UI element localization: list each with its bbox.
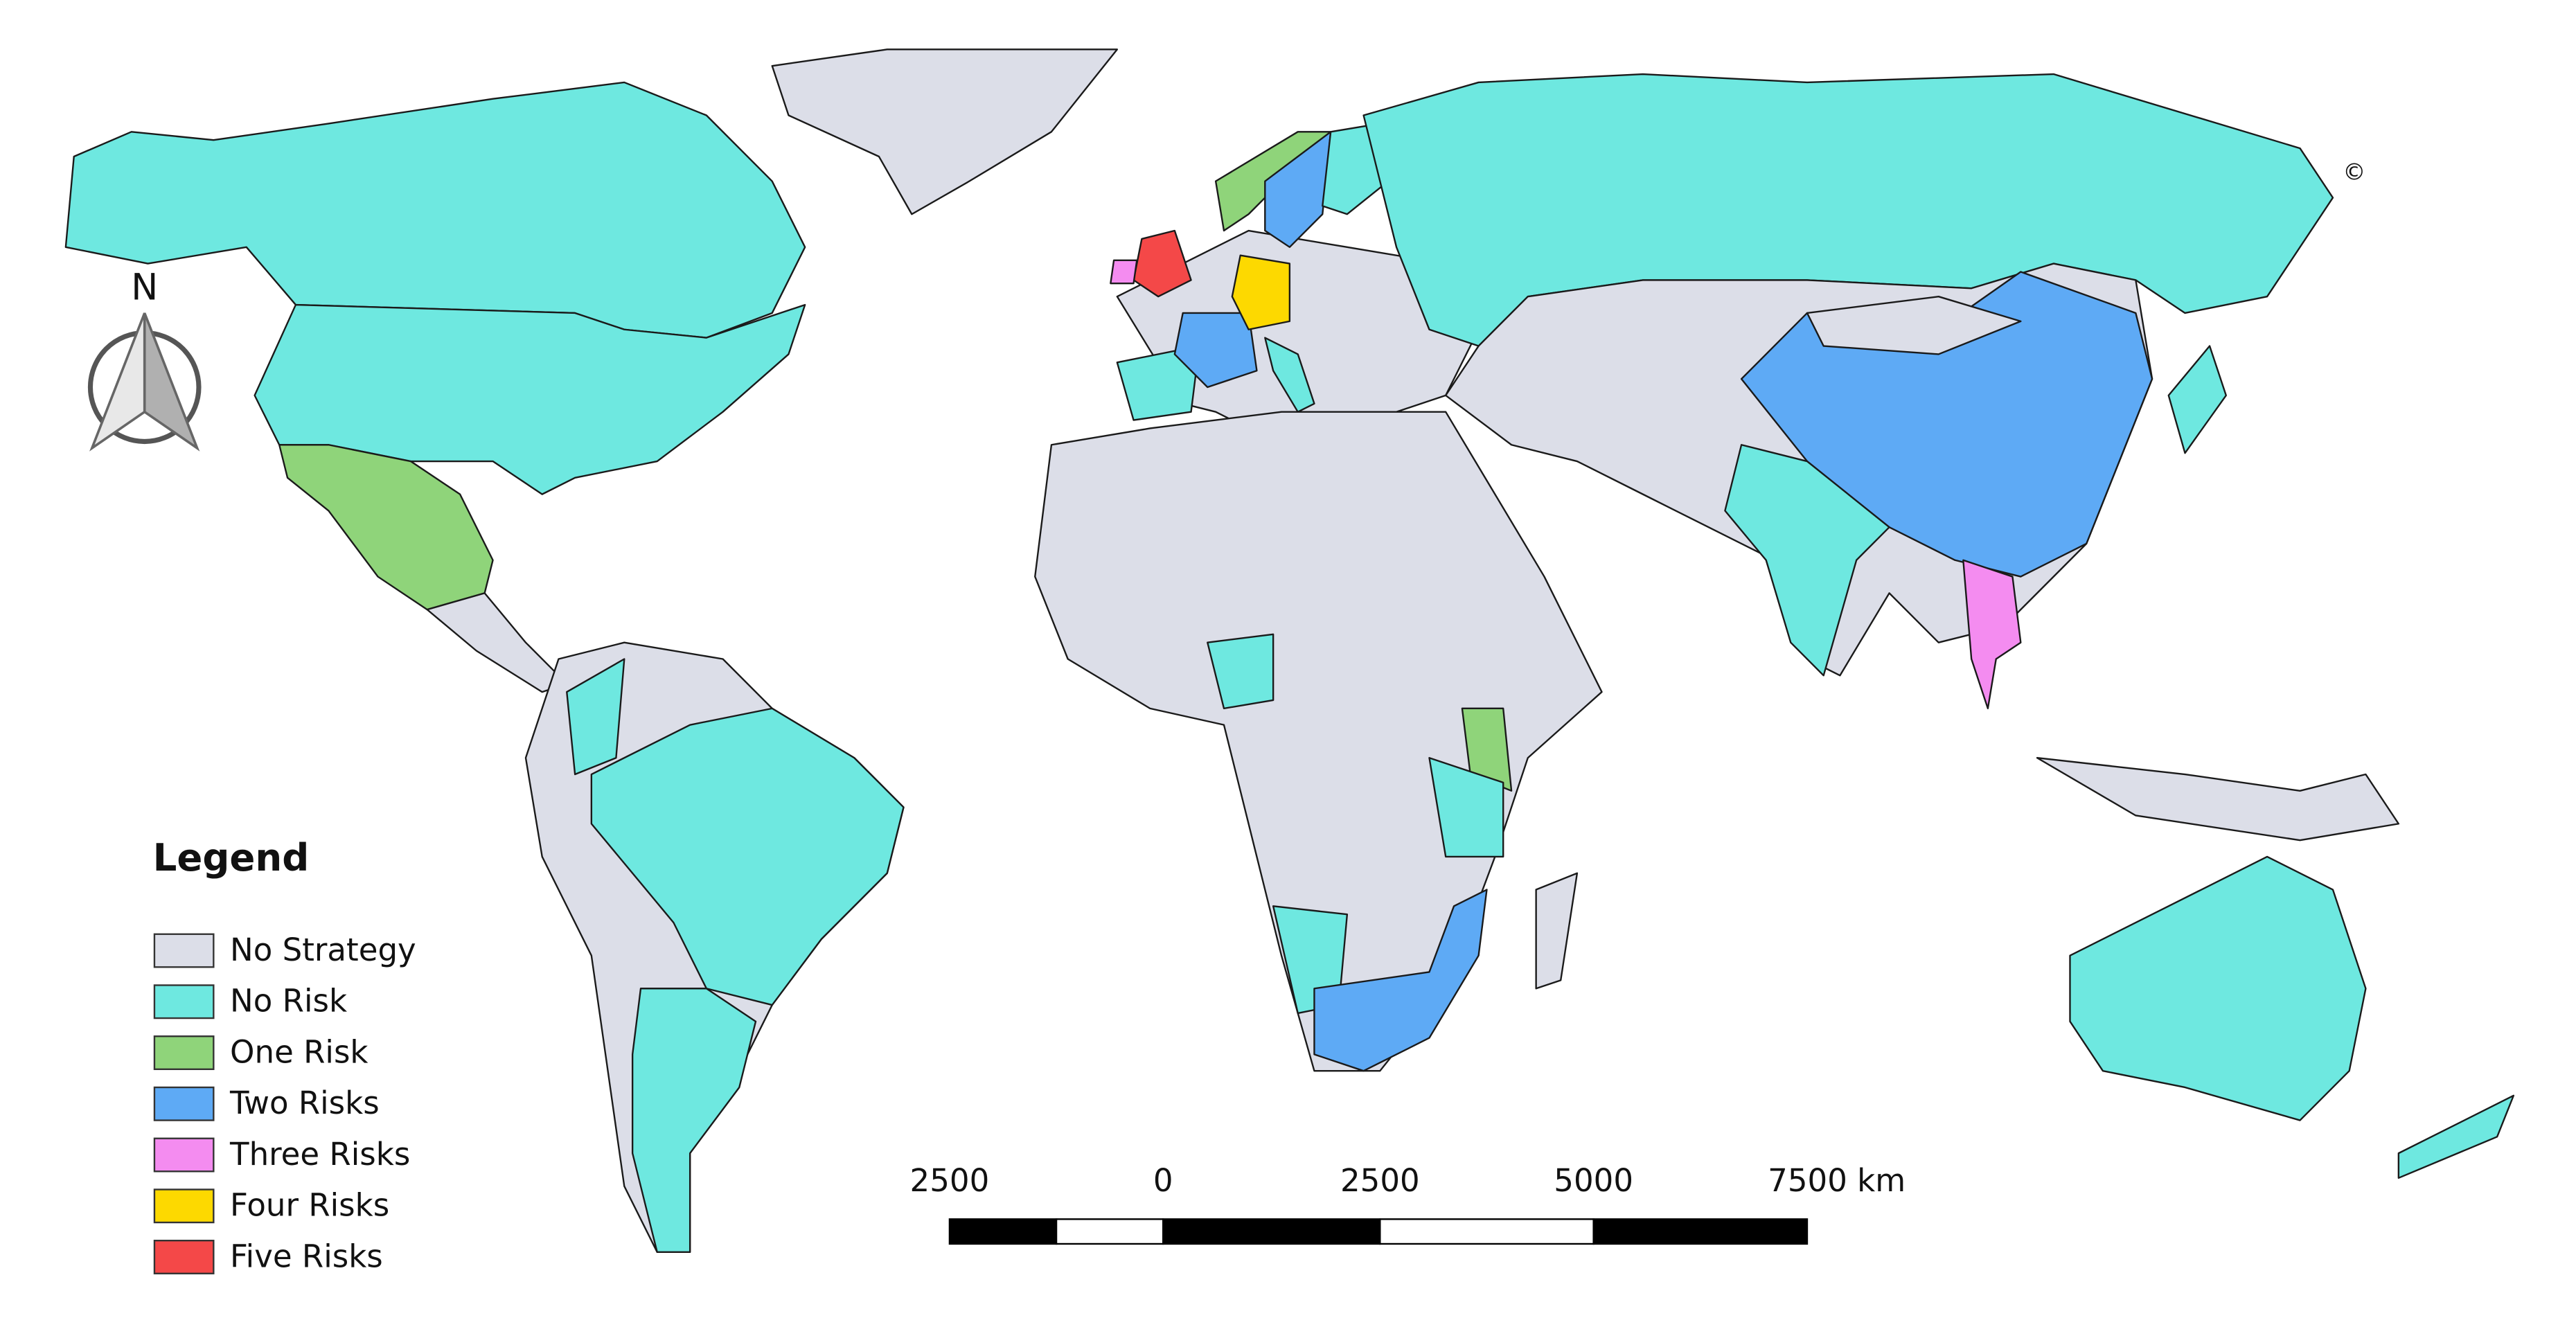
france bbox=[1173, 312, 1258, 389]
australia bbox=[2069, 855, 2367, 1121]
legend-label: One Risk bbox=[230, 1033, 368, 1070]
scale-label: 7500 km bbox=[1768, 1162, 1906, 1199]
scale-label: 2500 bbox=[910, 1162, 990, 1199]
legend-title: Legend bbox=[153, 835, 310, 880]
legend-label: Five Risks bbox=[230, 1238, 383, 1274]
scale-label: 2500 bbox=[1340, 1162, 1420, 1199]
legend-swatch bbox=[153, 933, 215, 968]
legend-label: Three Risks bbox=[229, 1136, 410, 1173]
legend-label: No Strategy bbox=[230, 932, 416, 968]
thailand bbox=[1962, 559, 2022, 710]
japan bbox=[2167, 345, 2227, 454]
south-africa bbox=[1313, 889, 1488, 1072]
sweden bbox=[1264, 131, 1332, 249]
legend-label: No Risk bbox=[230, 983, 347, 1019]
argentina bbox=[631, 988, 757, 1254]
scale-label: 0 bbox=[1153, 1162, 1173, 1199]
nigeria bbox=[1207, 633, 1274, 710]
europe bbox=[1116, 229, 1480, 446]
greenland bbox=[771, 48, 1119, 215]
north-arrow-right bbox=[143, 312, 200, 452]
legend-swatch bbox=[153, 1035, 215, 1070]
indonesia bbox=[2036, 757, 2400, 841]
italy bbox=[1264, 337, 1315, 413]
germany bbox=[1231, 254, 1291, 330]
mongolia bbox=[1806, 295, 2022, 355]
new-zealand bbox=[2397, 1094, 2515, 1179]
brazil bbox=[590, 707, 905, 1006]
north-arrow: N bbox=[87, 267, 202, 452]
legend-label: Four Risks bbox=[230, 1187, 389, 1224]
legend-swatch bbox=[153, 1188, 215, 1224]
canada bbox=[64, 81, 806, 339]
madagascar bbox=[1535, 872, 1579, 990]
ireland bbox=[1110, 259, 1138, 285]
india bbox=[1724, 444, 1890, 677]
tanzania bbox=[1428, 757, 1504, 858]
kenya bbox=[1461, 707, 1513, 792]
legend-label: Two Risks bbox=[229, 1085, 380, 1121]
colombia bbox=[566, 658, 625, 776]
legend-swatch bbox=[153, 1240, 215, 1274]
legend: Legend No Strategy No Risk One Risk Two Ris… bbox=[153, 835, 416, 1275]
countries bbox=[64, 48, 2515, 1254]
scale-segment bbox=[1592, 1218, 1809, 1245]
scale-label: 5000 bbox=[1554, 1162, 1633, 1199]
legend-swatch bbox=[153, 1137, 215, 1173]
scale-segment bbox=[1162, 1218, 1381, 1245]
scale-segment bbox=[948, 1218, 1058, 1245]
legend-swatch bbox=[153, 1086, 215, 1121]
scale-bar: 2500 0 2500 5000 7500 km bbox=[910, 1162, 1906, 1245]
copyright: © bbox=[2343, 158, 2365, 185]
spain bbox=[1116, 345, 1200, 421]
scale-segment bbox=[1055, 1218, 1164, 1245]
north-label: N bbox=[131, 267, 158, 309]
scale-segment bbox=[1379, 1218, 1595, 1245]
legend-swatch bbox=[153, 984, 215, 1019]
